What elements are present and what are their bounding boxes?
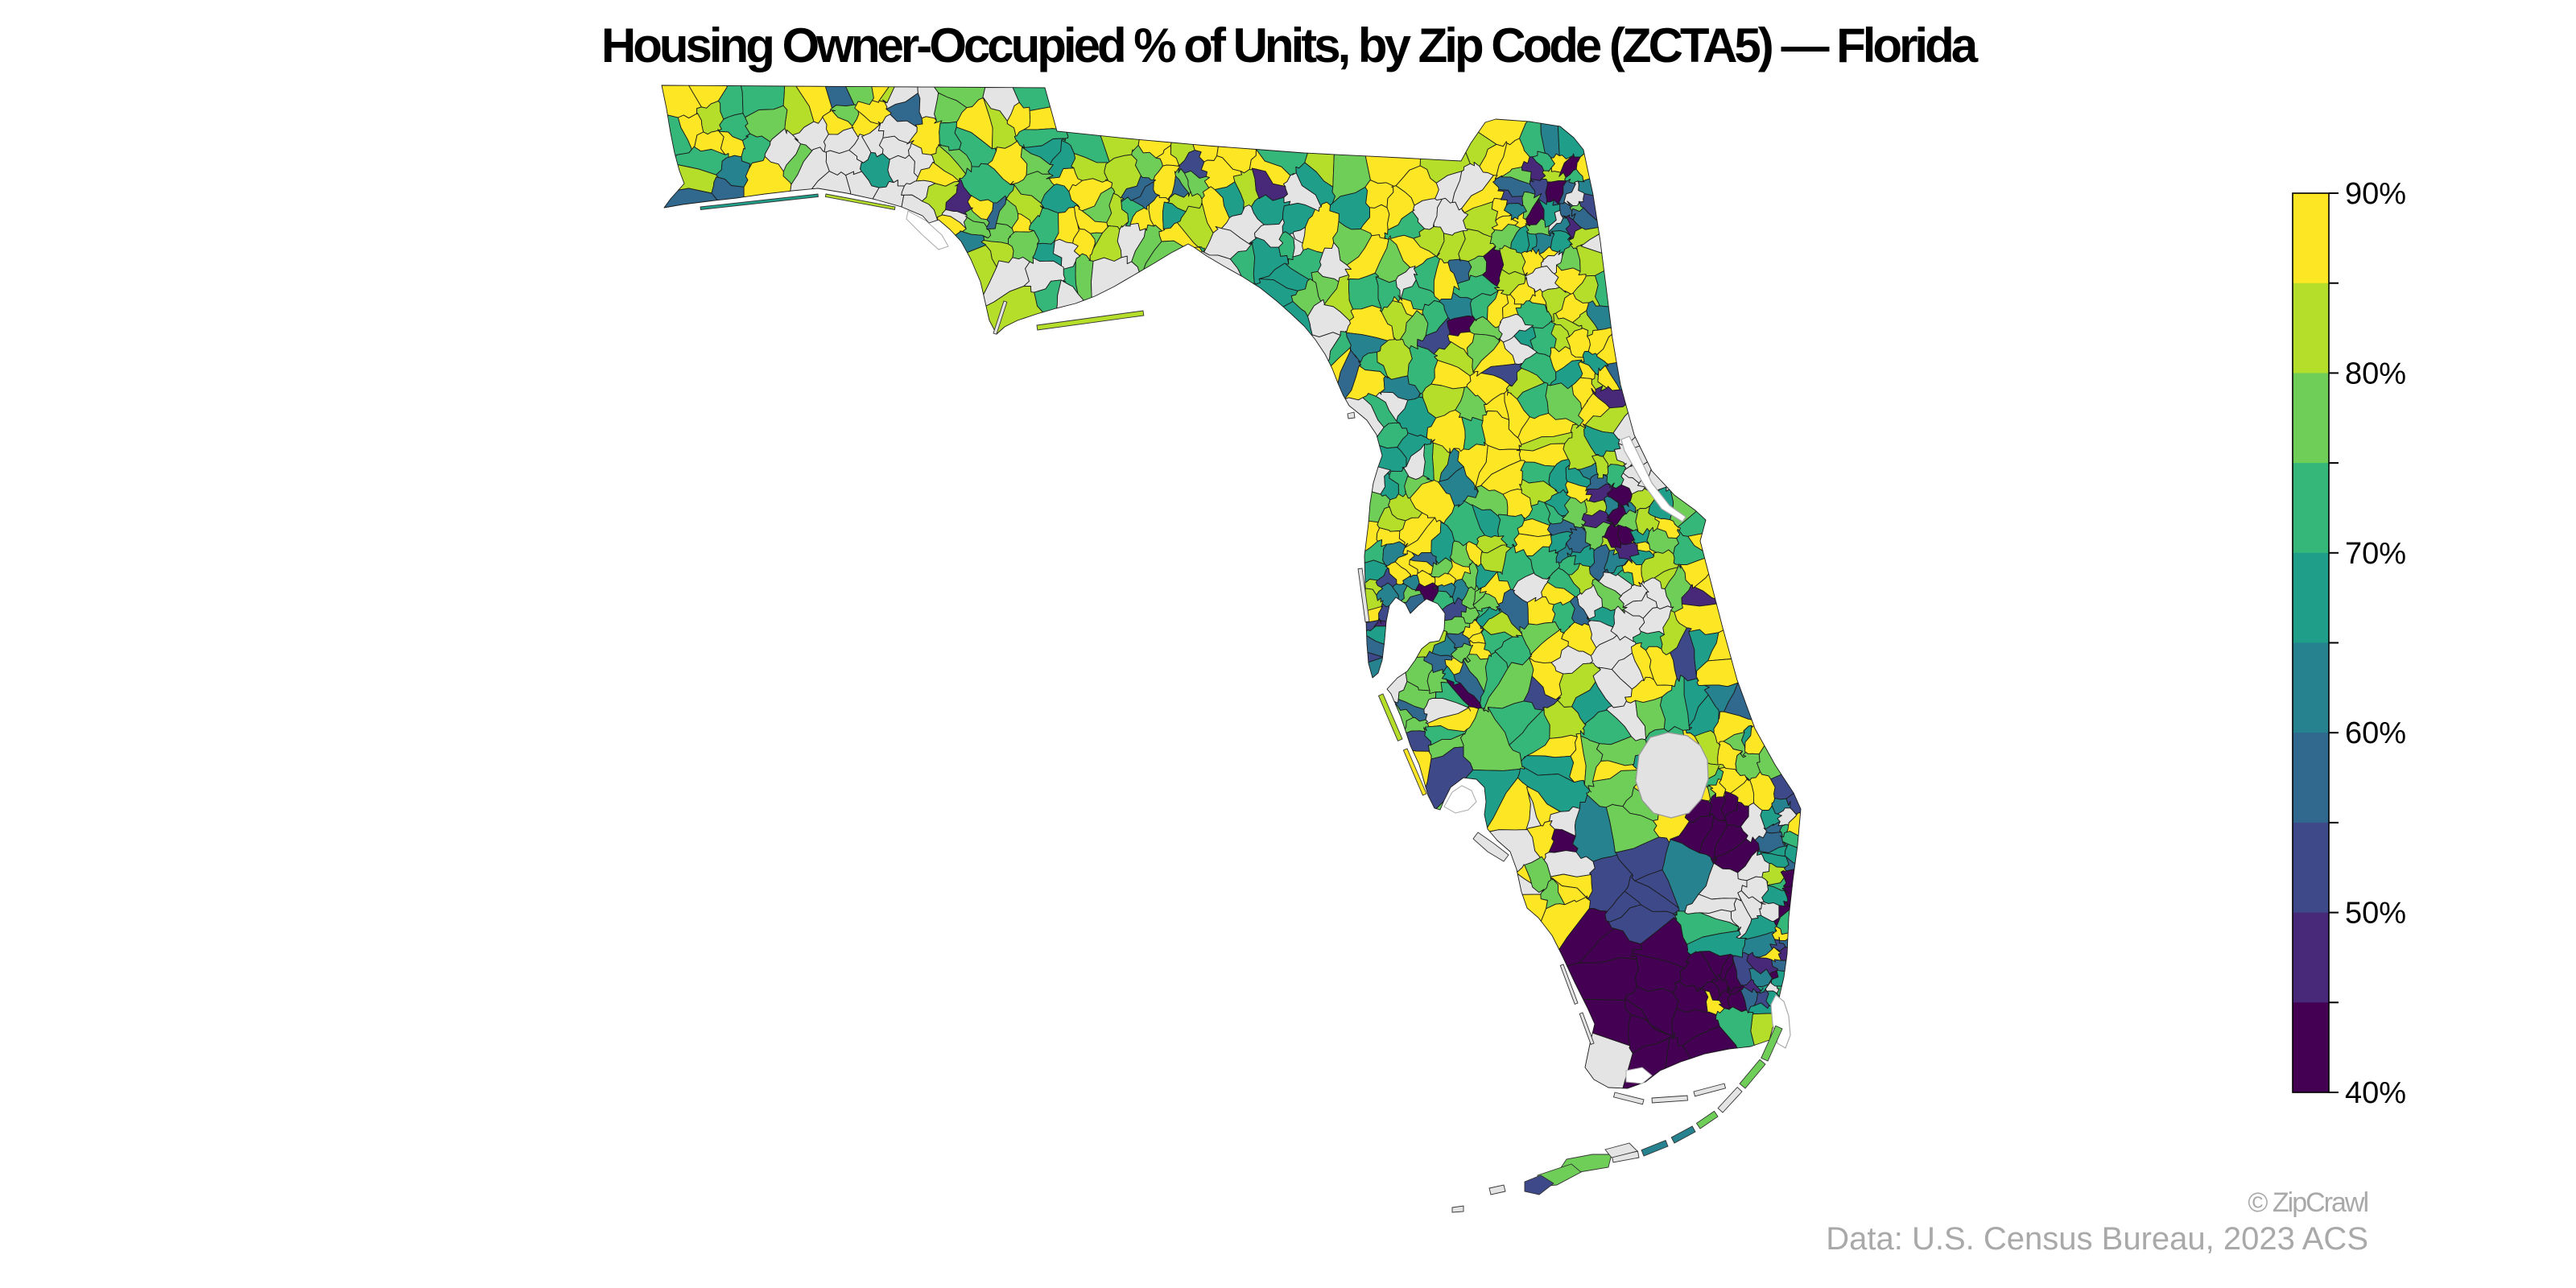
svg-text:40%: 40% (2345, 1076, 2406, 1110)
svg-text:© ZipCrawl: © ZipCrawl (2248, 1187, 2368, 1218)
svg-text:90%: 90% (2345, 177, 2406, 211)
svg-text:70%: 70% (2345, 537, 2406, 571)
svg-text:80%: 80% (2345, 357, 2406, 390)
svg-text:Data: U.S. Census Bureau, 2023: Data: U.S. Census Bureau, 2023 ACS (1826, 1221, 2368, 1257)
svg-text:50%: 50% (2345, 897, 2406, 931)
svg-text:Housing Owner-Occupied % of Un: Housing Owner-Occupied % of Units, by Zi… (601, 19, 1979, 72)
svg-text:60%: 60% (2345, 716, 2406, 750)
